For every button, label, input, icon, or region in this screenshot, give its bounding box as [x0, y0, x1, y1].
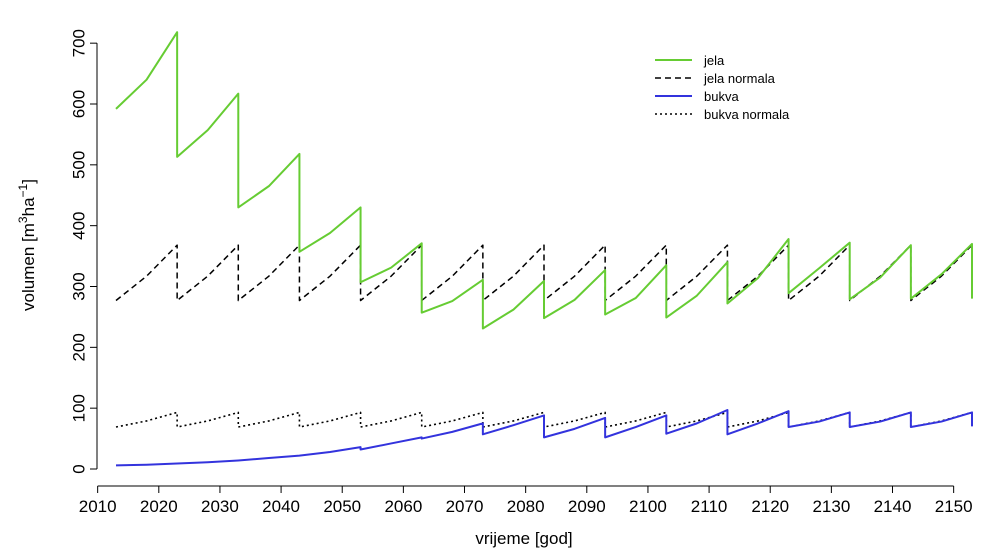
y-tick-label: 200	[69, 333, 88, 361]
x-tick-label: 2050	[323, 497, 361, 516]
x-tick-label: 2040	[262, 497, 300, 516]
y-axis-title-sup1: 3	[16, 216, 30, 223]
legend: jela jela normala bukva bukva normala	[655, 53, 790, 122]
legend-label: bukva normala	[704, 107, 790, 122]
y-tick-label: 600	[69, 90, 88, 118]
x-tick-label: 2080	[507, 497, 545, 516]
y-axis-title-prefix: volumen [m	[19, 223, 38, 311]
x-tick-label: 2120	[751, 497, 789, 516]
x-tick-label: 2030	[201, 497, 239, 516]
legend-label: jela	[703, 53, 725, 68]
y-tick-label: 500	[69, 151, 88, 179]
series-line-jela	[115, 31, 973, 330]
x-axis: 2010 2020 2030 2040 2050 2060 2070 2080 2090 2100…	[79, 485, 973, 516]
y-axis-title-mid: ha	[19, 197, 38, 216]
y-axis-title-suffix: ]	[19, 179, 38, 184]
x-tick-label: 2070	[446, 497, 484, 516]
series-line-bukva	[115, 408, 973, 467]
x-tick-label: 2060	[384, 497, 422, 516]
x-tick-label: 2140	[874, 497, 912, 516]
x-tick-label: 2010	[79, 497, 117, 516]
legend-label: bukva	[704, 89, 739, 104]
y-tick-label: 100	[69, 394, 88, 422]
y-axis: 0 100 200 300 400 500 600 700	[69, 29, 98, 474]
x-tick-label: 2150	[935, 497, 973, 516]
y-axis-title: volumen [m3ha−1]	[16, 179, 38, 311]
x-tick-label: 2090	[568, 497, 606, 516]
x-axis-title: vrijeme [god]	[475, 529, 572, 548]
x-tick-label: 2020	[140, 497, 178, 516]
y-tick-label: 0	[69, 464, 88, 473]
y-tick-label: 700	[69, 29, 88, 57]
y-axis-title-sup2: −1	[16, 183, 30, 197]
x-tick-label: 2100	[629, 497, 667, 516]
x-tick-label: 2130	[812, 497, 850, 516]
x-tick-label: 2110	[691, 497, 728, 516]
y-tick-label: 300	[69, 272, 88, 300]
y-tick-label: 400	[69, 211, 88, 239]
series-line-jela-normala	[115, 244, 973, 302]
legend-label: jela normala	[703, 71, 776, 86]
plot-lines	[115, 31, 973, 467]
